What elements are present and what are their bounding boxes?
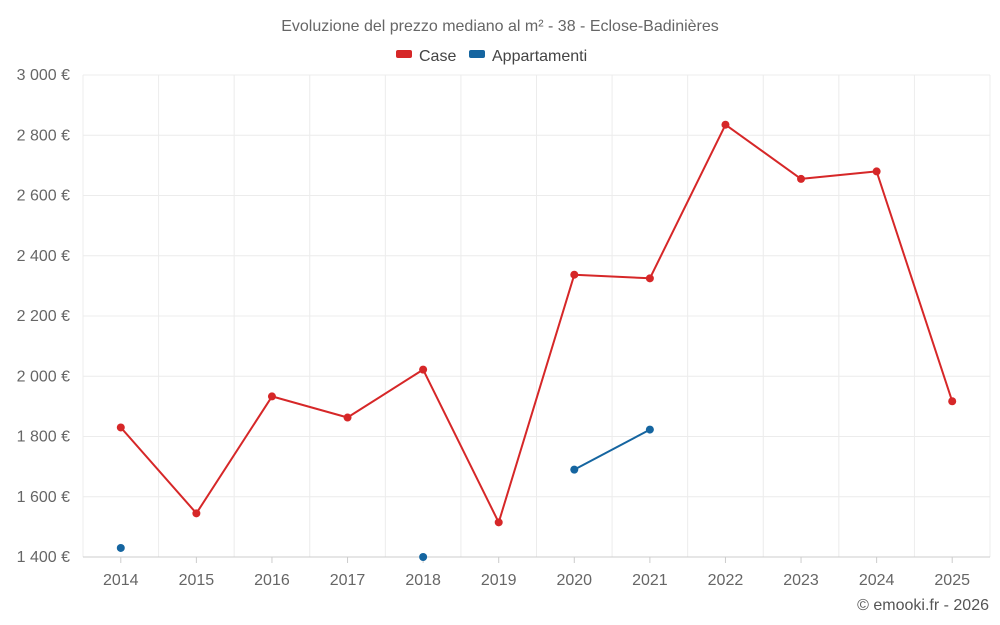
data-point-case[interactable] <box>494 518 503 527</box>
x-tick-label: 2022 <box>708 572 744 589</box>
y-tick-label: 1 800 € <box>17 429 70 446</box>
y-tick-label: 1 600 € <box>17 489 70 506</box>
series-case <box>116 120 957 527</box>
series <box>116 120 957 561</box>
x-tick-label: 2025 <box>934 572 970 589</box>
x-tick-label: 2017 <box>330 572 366 589</box>
series-appartamenti <box>116 425 654 561</box>
y-tick-label: 2 400 € <box>17 248 70 265</box>
chart-title: Evoluzione del prezzo mediano al m² - 38… <box>281 18 719 35</box>
y-tick-label: 2 800 € <box>17 127 70 144</box>
y-tick-label: 2 000 € <box>17 368 70 385</box>
x-tick-label: 2018 <box>405 572 441 589</box>
x-tick-label: 2023 <box>783 572 819 589</box>
data-point-case[interactable] <box>948 397 957 406</box>
data-point-appartamenti[interactable] <box>570 465 579 474</box>
legend-label-appartamenti: Appartamenti <box>492 48 587 65</box>
x-tick-label: 2020 <box>556 572 592 589</box>
y-tick-label: 2 600 € <box>17 188 70 205</box>
legend: Case Appartamenti <box>396 48 587 65</box>
data-point-case[interactable] <box>192 509 201 518</box>
axes: 1 400 € 1 600 € 1 800 € 2 000 € 2 200 € 2 400… <box>17 67 990 589</box>
data-point-case[interactable] <box>721 120 730 129</box>
y-tick-label: 1 400 € <box>17 549 70 566</box>
series-line-case <box>120 123 954 524</box>
data-point-case[interactable] <box>872 167 881 176</box>
data-point-case[interactable] <box>267 392 276 401</box>
y-tick-label: 3 000 € <box>17 67 70 84</box>
data-point-appartamenti[interactable] <box>116 543 125 552</box>
x-tick-label: 2015 <box>179 572 215 589</box>
series-line-appartamenti <box>573 428 651 471</box>
data-point-appartamenti[interactable] <box>645 425 654 434</box>
x-tick-label: 2021 <box>632 572 668 589</box>
legend-swatch-appartamenti <box>469 50 485 58</box>
x-tick-label: 2024 <box>859 572 895 589</box>
legend-item-appartamenti[interactable]: Appartamenti <box>469 48 587 65</box>
legend-item-case[interactable]: Case <box>396 48 456 65</box>
data-point-case[interactable] <box>343 413 352 422</box>
credit-text: © emooki.fr - 2026 <box>857 597 989 614</box>
legend-swatch-case <box>396 50 412 58</box>
data-point-case[interactable] <box>570 270 579 279</box>
x-tick-label: 2019 <box>481 572 517 589</box>
data-point-case[interactable] <box>645 274 654 283</box>
legend-label-case: Case <box>419 48 456 65</box>
data-point-case[interactable] <box>797 174 806 183</box>
x-tick-label: 2014 <box>103 572 139 589</box>
grid <box>82 74 991 558</box>
data-point-case[interactable] <box>116 423 125 432</box>
y-tick-label: 2 200 € <box>17 308 70 325</box>
data-point-appartamenti[interactable] <box>419 553 428 561</box>
data-point-case[interactable] <box>419 365 428 374</box>
x-tick-label: 2016 <box>254 572 290 589</box>
